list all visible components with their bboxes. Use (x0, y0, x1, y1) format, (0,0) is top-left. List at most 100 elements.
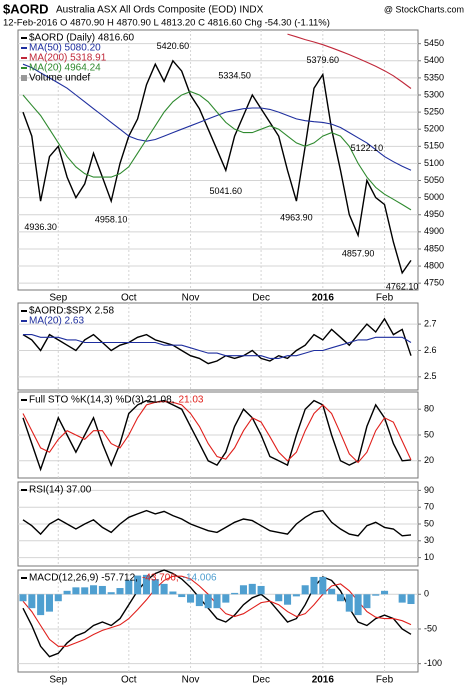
x-tick-label: Feb (376, 293, 394, 304)
histogram-bar (45, 594, 53, 612)
y-tick-label: 5300 (424, 89, 444, 99)
histogram-bar (213, 594, 221, 609)
y-tick-label: 4850 (424, 243, 444, 253)
y-tick-label: 5000 (424, 192, 444, 202)
credit: @ StockCharts.com (384, 4, 464, 14)
histogram-bar (204, 594, 212, 609)
legend-entry: -14.006 (183, 573, 217, 584)
quote: 12-Feb-2016 O 4870.90 H 4870.90 L 4813.2… (3, 18, 330, 29)
price-annotation: 5334.50 (218, 71, 251, 81)
histogram-bar (407, 594, 415, 605)
y-tick-label: 5350 (424, 72, 444, 82)
y-tick-label: 30 (424, 535, 434, 545)
y-tick-label: -100 (424, 658, 442, 668)
histogram-bar (381, 590, 389, 595)
histogram-bar (328, 588, 336, 595)
histogram-bar (195, 594, 203, 607)
symbol: $AORD (3, 1, 49, 16)
histogram-bar (72, 587, 80, 595)
histogram-bar (231, 592, 239, 595)
histogram-bar (398, 594, 406, 603)
x-tick-label: Nov (182, 293, 200, 304)
price-annotation: 4936.30 (24, 222, 57, 232)
y-tick-label: 20 (424, 455, 434, 465)
y-tick-label: 5250 (424, 106, 444, 116)
y-tick-label: -50 (424, 623, 437, 633)
legend-entry: MACD(12,26,9) -57.712, (29, 573, 138, 584)
legend-entry: RSI(14) 37.00 (29, 485, 92, 496)
histogram-bar (81, 587, 89, 595)
y-tick-label: 4750 (424, 278, 444, 288)
x-tick-label: Sep (49, 293, 67, 304)
y-tick-label: 4900 (424, 226, 444, 236)
legend-entry: MA(20) 2.63 (29, 316, 84, 327)
price-annotation: 4857.90 (342, 249, 375, 259)
x-tick-label: Dec (252, 293, 270, 304)
price-annotation: 5420.60 (157, 41, 190, 51)
histogram-bar (284, 594, 292, 605)
histogram-bar (116, 588, 124, 595)
indicator-line (22, 400, 412, 464)
y-tick-label: 70 (424, 502, 434, 512)
legend-entry: Full STO %K(14,3) %D(3) 21.08, (29, 395, 174, 406)
indicator-line (22, 91, 412, 211)
price-annotation: 4958.10 (95, 214, 128, 224)
price-annotation: 5041.60 (210, 186, 243, 196)
price-line (22, 59, 412, 275)
histogram-bar (248, 583, 256, 595)
histogram-bar (134, 575, 142, 595)
x-tick-label: 2016 (312, 675, 335, 686)
y-tick-label: 2.7 (424, 318, 437, 328)
histogram-bar (19, 594, 27, 602)
histogram-bar (363, 594, 371, 609)
x-tick-label: Oct (121, 675, 137, 686)
y-tick-label: 4800 (424, 260, 444, 270)
histogram-bar (187, 594, 195, 603)
y-tick-label: 5400 (424, 55, 444, 65)
price-annotation: 5379.60 (307, 55, 340, 65)
x-tick-label: Dec (252, 675, 270, 686)
y-tick-label: 5100 (424, 158, 444, 168)
histogram-bar (336, 594, 344, 602)
histogram-bar (275, 594, 283, 602)
indicator-line (22, 509, 412, 537)
x-tick-label: Oct (121, 293, 137, 304)
y-tick-label: 2.5 (424, 371, 437, 381)
legend-entry: MA(200) 5318.91 (29, 53, 107, 64)
indicator-line (22, 317, 412, 365)
histogram-bar (151, 579, 159, 595)
y-tick-label: 90 (424, 485, 434, 495)
histogram-bar (239, 585, 247, 595)
histogram-bar (292, 594, 300, 597)
histogram-bar (37, 594, 45, 616)
price-annotation: 5122.10 (351, 143, 384, 153)
y-tick-label: 0 (424, 589, 429, 599)
histogram-bar (98, 585, 106, 595)
histogram-bar (142, 574, 150, 595)
legend-swatch (21, 75, 27, 81)
x-tick-label: Feb (376, 675, 394, 686)
panel-frame (17, 29, 419, 291)
histogram-bar (90, 585, 98, 595)
indicator-line (22, 399, 412, 472)
panel-frame (17, 302, 419, 391)
histogram-bar (160, 583, 168, 595)
y-tick-label: 50 (424, 518, 434, 528)
x-tick-label: Nov (182, 675, 200, 686)
y-tick-label: 2.6 (424, 345, 437, 355)
panel-frame (17, 569, 419, 673)
histogram-bar (54, 594, 62, 602)
histogram-bar (257, 585, 265, 595)
histogram-bar (319, 576, 327, 595)
y-tick-label: 5150 (424, 141, 444, 151)
legend-entry: -43.706, (142, 573, 179, 584)
legend-entry: $AORD:$SPX 2.58 (29, 306, 114, 317)
histogram-bar (310, 576, 318, 595)
x-tick-label: 2016 (312, 293, 335, 304)
histogram-bar (125, 580, 133, 595)
histogram-bar (28, 594, 36, 609)
legend-entry: MA(20) 4964.24 (29, 63, 101, 74)
histogram-bar (107, 592, 115, 595)
price-annotation: 4762.10 (386, 281, 419, 291)
